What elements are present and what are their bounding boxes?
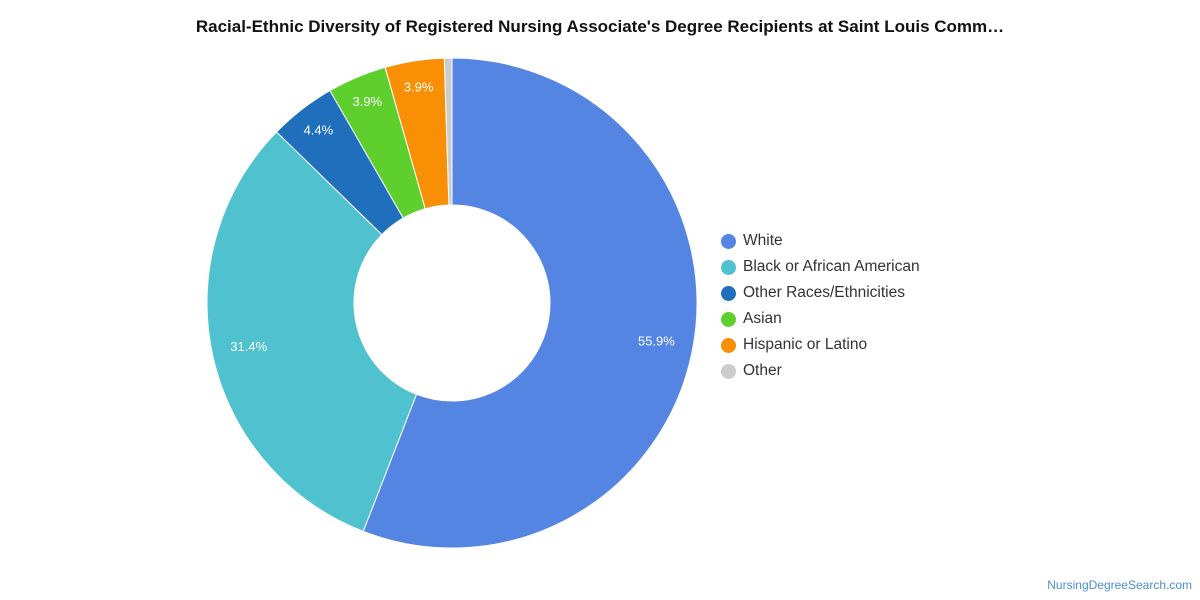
slice-black-or-african-american[interactable] xyxy=(206,131,418,533)
legend-swatch-other xyxy=(721,363,736,379)
legend-item-other[interactable]: Other xyxy=(721,358,920,384)
legend-item-other-races-ethnicities[interactable]: Other Races/Ethnicities xyxy=(721,280,920,306)
slice-label-white: 55.9% xyxy=(638,333,675,348)
legend-label-other-races-ethnicities: Other Races/Ethnicities xyxy=(743,284,905,301)
legend-label-black-or-african-american: Black or African American xyxy=(743,258,920,275)
slice-label-hispanic-or-latino: 3.9% xyxy=(404,80,434,95)
legend-item-white[interactable]: White xyxy=(721,228,920,254)
legend-label-asian: Asian xyxy=(743,310,782,327)
chart-title: Racial-Ethnic Diversity of Registered Nu… xyxy=(195,17,1005,36)
legend-swatch-other-races-ethnicities xyxy=(721,285,736,301)
slice-label-black-or-african-american: 31.4% xyxy=(230,339,267,354)
legend-swatch-hispanic-or-latino xyxy=(721,337,736,353)
legend-swatch-white xyxy=(721,233,736,249)
slice-label-asian: 3.9% xyxy=(352,94,382,109)
slice-label-other-races-ethnicities: 4.4% xyxy=(304,123,334,138)
legend-label-hispanic-or-latino: Hispanic or Latino xyxy=(743,336,868,353)
legend-label-white: White xyxy=(743,232,783,249)
slice-white[interactable] xyxy=(362,57,698,549)
legend-swatch-asian xyxy=(721,311,736,327)
slice-other[interactable] xyxy=(443,57,453,206)
chart-legend: White Black or African American Other Race… xyxy=(721,228,920,384)
legend-swatch-black-or-african-american xyxy=(721,259,736,275)
legend-label-other: Other xyxy=(743,362,782,379)
legend-item-hispanic-or-latino[interactable]: Hispanic or Latino xyxy=(721,332,920,358)
source-link[interactable]: NursingDegreeSearch.com xyxy=(1047,578,1192,592)
legend-item-black-or-african-american[interactable]: Black or African American xyxy=(721,254,920,280)
legend-item-asian[interactable]: Asian xyxy=(721,306,920,332)
